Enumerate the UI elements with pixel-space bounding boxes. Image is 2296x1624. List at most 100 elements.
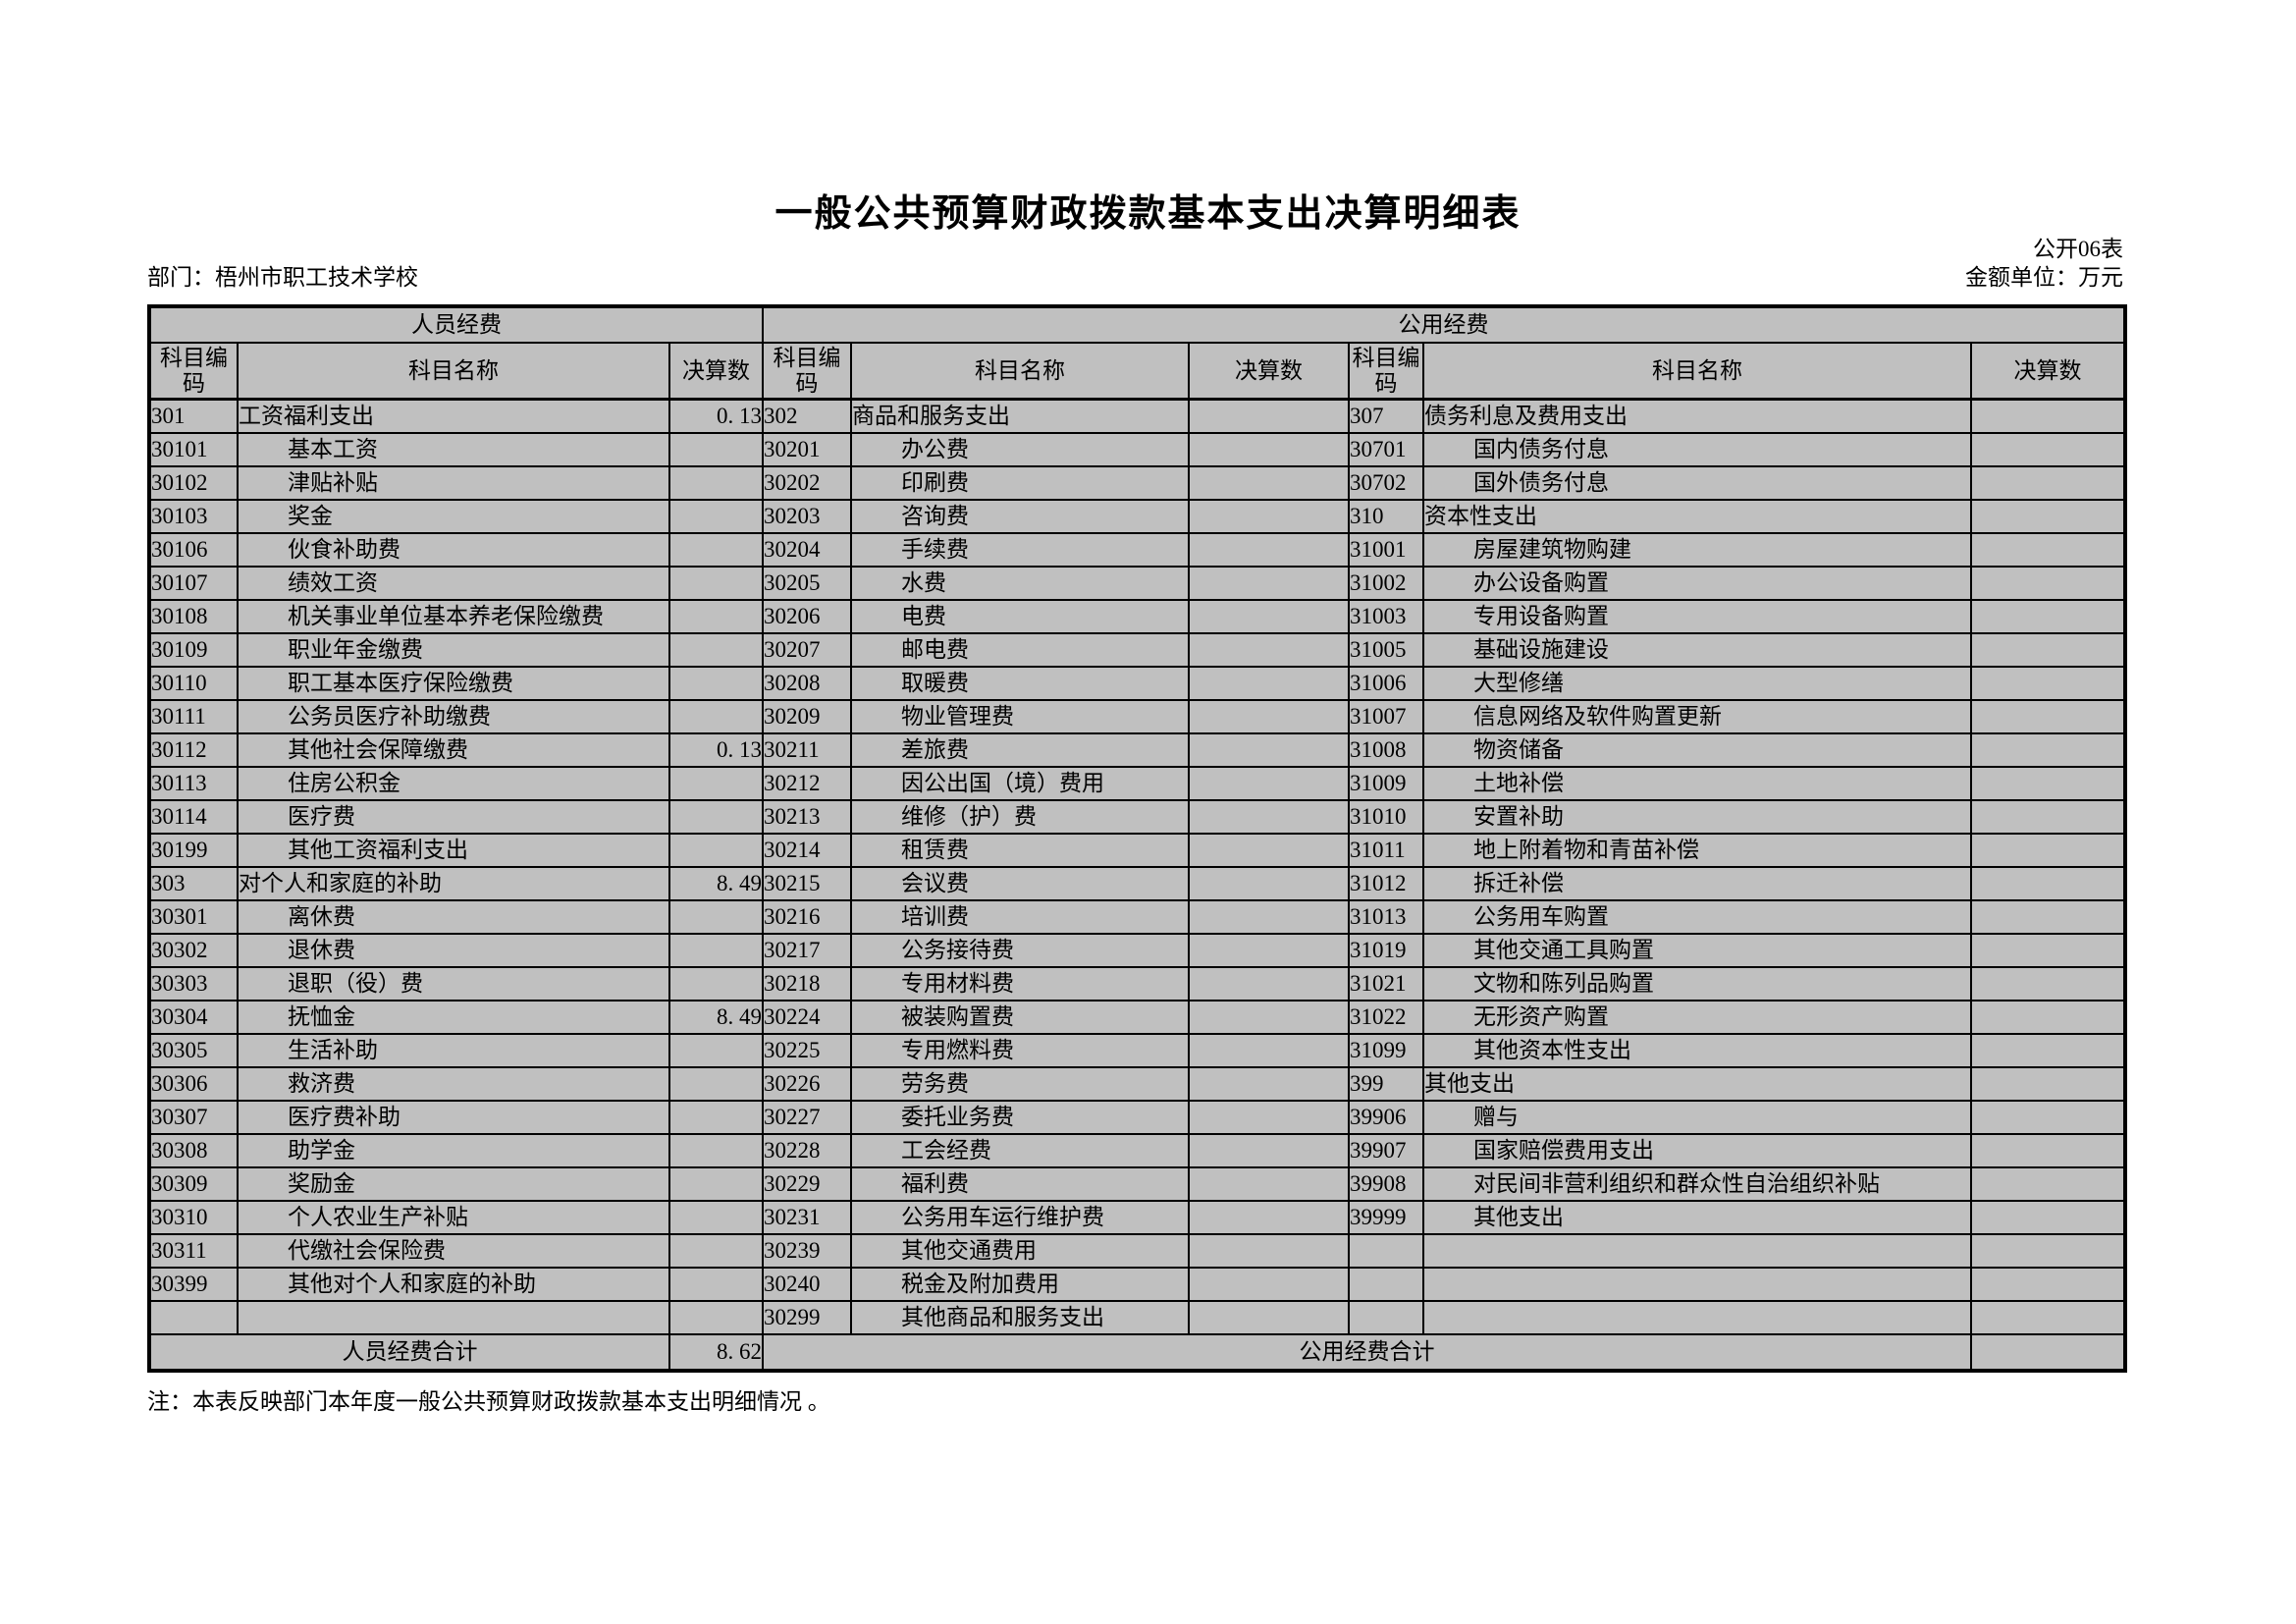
value-cell — [1970, 1166, 2127, 1202]
table-row: 30109 职业年金缴费 30207 邮电费 31005 基础设施建设 — [148, 632, 2127, 668]
code-cell: 30304 — [148, 1000, 239, 1035]
value-cell — [667, 1033, 765, 1068]
name-cell — [1422, 1233, 1973, 1269]
name-cell: 其他社会保障缴费 — [237, 732, 670, 768]
name-cell: 办公设备购置 — [1422, 566, 1973, 601]
value-cell — [1970, 666, 2127, 701]
value-cell — [1970, 1000, 2127, 1035]
table-row: 30108 机关事业单位基本养老保险缴费 30206 电费 31003 专用设备购置 — [148, 599, 2127, 634]
code-cell: 30309 — [148, 1166, 239, 1202]
name-cell: 职工基本医疗保险缴费 — [237, 666, 670, 701]
table-row: 30309 奖励金 30229 福利费 39908 对民间非营利组织和群众性自治组织补贴 — [148, 1166, 2127, 1202]
name-cell — [1422, 1300, 1973, 1335]
value-cell — [667, 666, 765, 701]
table-row: 30308 助学金 30228 工会经费 39907 国家赔偿费用支出 — [148, 1133, 2127, 1168]
table-row: 301 工资福利支出 0. 13 302 商品和服务支出 307 债务利息及费用支出 — [148, 398, 2127, 434]
code-cell: 31006 — [1348, 666, 1425, 701]
code-cell: 39999 — [1348, 1200, 1425, 1235]
name-cell: 抚恤金 — [237, 1000, 670, 1035]
code-cell: 310 — [1348, 499, 1425, 534]
code-cell: 39907 — [1348, 1133, 1425, 1168]
name-cell: 退职（役）费 — [237, 966, 670, 1001]
name-cell: 基本工资 — [237, 432, 670, 467]
name-cell: 拆迁补偿 — [1422, 866, 1973, 901]
value-cell — [667, 799, 765, 835]
code-cell: 30702 — [1348, 465, 1425, 501]
name-cell: 医疗费补助 — [237, 1100, 670, 1135]
code-cell: 31002 — [1348, 566, 1425, 601]
code-cell: 30311 — [148, 1233, 239, 1269]
col-header-code: 科目编码 — [148, 342, 239, 401]
code-cell: 31007 — [1348, 699, 1425, 734]
unit-label: 金额单位：万元 — [1965, 265, 2123, 290]
name-cell: 资本性支出 — [1422, 499, 1973, 534]
code-cell: 30114 — [148, 799, 239, 835]
code-cell: 30225 — [762, 1033, 853, 1068]
value-cell — [1188, 766, 1351, 801]
col-header-value: 决算数 — [1188, 342, 1351, 401]
value-cell — [1188, 499, 1351, 534]
name-cell: 债务利息及费用支出 — [1422, 398, 1973, 434]
value-cell — [1188, 1033, 1351, 1068]
name-cell: 公务用车购置 — [1422, 899, 1973, 935]
code-cell: 30205 — [762, 566, 853, 601]
code-cell: 30203 — [762, 499, 853, 534]
code-cell: 30306 — [148, 1066, 239, 1102]
code-cell: 30111 — [148, 699, 239, 734]
code-cell: 30208 — [762, 666, 853, 701]
table-row: 30310 个人农业生产补贴 30231 公务用车运行维护费 39999 其他支出 — [148, 1200, 2127, 1235]
name-cell: 房屋建筑物购建 — [1422, 532, 1973, 568]
value-cell — [667, 532, 765, 568]
name-cell: 福利费 — [850, 1166, 1191, 1202]
value-cell — [1188, 1000, 1351, 1035]
value-cell — [1970, 599, 2127, 634]
name-cell: 印刷费 — [850, 465, 1191, 501]
value-cell — [1188, 465, 1351, 501]
code-cell: 399 — [1348, 1066, 1425, 1102]
value-cell — [1970, 1033, 2127, 1068]
table-code-label: 公开06表 — [2033, 237, 2123, 261]
name-cell: 差旅费 — [850, 732, 1191, 768]
value-cell — [667, 766, 765, 801]
group-header-row: 人员经费 公用经费 — [147, 305, 2127, 344]
value-cell: 0. 13 — [667, 732, 765, 768]
personnel-total-value: 8. 62 — [667, 1333, 765, 1372]
code-cell: 30215 — [762, 866, 853, 901]
code-cell: 39908 — [1348, 1166, 1425, 1202]
value-cell — [1188, 532, 1351, 568]
code-cell: 30112 — [148, 732, 239, 768]
value-cell — [1970, 1133, 2127, 1168]
code-cell: 31099 — [1348, 1033, 1425, 1068]
table-row: 30301 离休费 30216 培训费 31013 公务用车购置 — [148, 899, 2127, 935]
col-header-value: 决算数 — [667, 342, 765, 401]
code-cell: 30213 — [762, 799, 853, 835]
code-cell: 30211 — [762, 732, 853, 768]
table-row: 30106 伙食补助费 30204 手续费 31001 房屋建筑物购建 — [148, 532, 2127, 568]
code-cell: 30202 — [762, 465, 853, 501]
value-cell — [1188, 1233, 1351, 1269]
code-cell — [148, 1300, 239, 1335]
page-title: 一般公共预算财政拨款基本支出决算明细表 — [774, 193, 1522, 235]
code-cell: 30113 — [148, 766, 239, 801]
value-cell — [1188, 833, 1351, 868]
code-cell: 30229 — [762, 1166, 853, 1202]
value-cell — [1188, 1066, 1351, 1102]
value-cell: 0. 13 — [667, 398, 765, 434]
value-cell — [667, 699, 765, 734]
col-header-name: 科目名称 — [850, 342, 1191, 401]
code-cell: 30216 — [762, 899, 853, 935]
value-cell — [1188, 566, 1351, 601]
table-row: 30110 职工基本医疗保险缴费 30208 取暖费 31006 大型修缮 — [148, 666, 2127, 701]
value-cell — [667, 966, 765, 1001]
name-cell: 其他工资福利支出 — [237, 833, 670, 868]
value-cell — [1188, 866, 1351, 901]
code-cell: 31003 — [1348, 599, 1425, 634]
value-cell — [1970, 1100, 2127, 1135]
value-cell — [1970, 899, 2127, 935]
code-cell: 30228 — [762, 1133, 853, 1168]
value-cell — [1188, 632, 1351, 668]
name-cell: 邮电费 — [850, 632, 1191, 668]
name-cell: 其他资本性支出 — [1422, 1033, 1973, 1068]
name-cell: 信息网络及软件购置更新 — [1422, 699, 1973, 734]
code-cell: 30305 — [148, 1033, 239, 1068]
